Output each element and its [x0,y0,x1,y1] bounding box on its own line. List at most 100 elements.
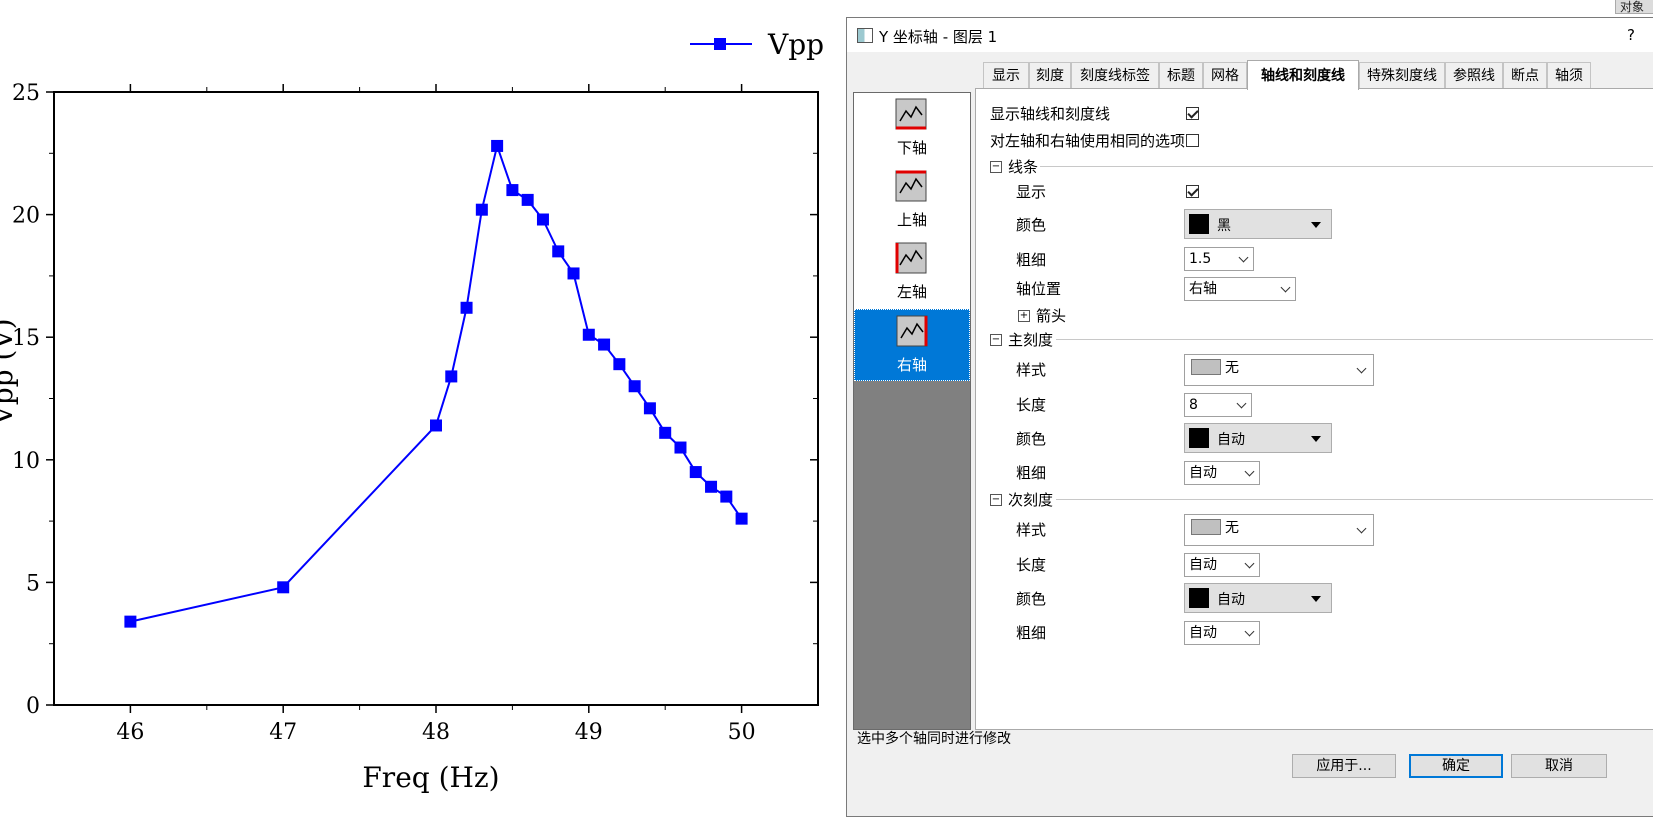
data-point [475,203,488,216]
data-point [521,193,534,206]
major-color-picker[interactable]: 自动 [1184,423,1332,453]
tab-tick-labels[interactable]: 刻度线标签 [1071,62,1159,88]
tab-line-and-ticks[interactable]: 轴线和刻度线 [1247,60,1359,90]
axis-item-top[interactable]: 上轴 [854,165,970,237]
chevron-down-icon [1244,626,1255,637]
bottom-axis-icon [895,98,927,130]
data-point [491,139,504,152]
ok-button[interactable]: 确定 [1409,754,1503,778]
axis-position-label: 轴位置 [1016,280,1062,298]
collapse-icon[interactable]: − [990,494,1002,506]
major-length-select[interactable]: 8 [1184,393,1252,417]
y-tick-label: 0 [26,694,40,719]
legend-marker [714,38,726,50]
tab-rug[interactable]: 轴须 [1547,62,1591,88]
y-tick-label: 25 [12,81,40,106]
minor-style-label: 样式 [1016,521,1047,539]
cancel-button[interactable]: 取消 [1511,754,1607,778]
line-color-picker[interactable]: 黑 [1184,209,1332,239]
group-divider [1056,339,1653,340]
tab-scale[interactable]: 刻度 [1029,62,1071,88]
data-point [705,480,718,493]
object-tab-fragment[interactable]: 对象 [1615,0,1653,14]
minor-width-select[interactable]: 自动 [1184,621,1260,645]
y-axis-label: Vpp (V) [0,318,19,426]
x-tick-label: 50 [728,720,756,745]
group-divider [1040,166,1653,167]
chevron-down-icon [1356,363,1367,374]
minor-width-value: 自动 [1189,625,1217,641]
minor-ticks-group-label: 次刻度 [1008,491,1054,509]
legend-label: Vpp [767,28,824,61]
data-point [536,213,549,226]
axis-position-select[interactable]: 右轴 [1184,277,1296,301]
tab-reference-lines[interactable]: 参照线 [1445,62,1503,88]
minor-length-select[interactable]: 自动 [1184,553,1260,577]
series-line-vpp [130,142,743,623]
data-point [735,512,748,525]
y-axis-dialog: Y 坐标轴 - 图层 1 ? 显示 刻度 刻度线标签 标题 网格 轴线和刻度线 … [846,17,1653,817]
collapse-icon[interactable]: − [990,161,1002,173]
chevron-down-icon [1280,282,1291,293]
y-tick-label: 5 [26,571,40,596]
data-point [124,615,137,628]
dropdown-arrow-icon [1311,436,1321,442]
minor-color-label: 颜色 [1016,590,1047,608]
axis-item-label: 上轴 [896,211,927,229]
show-axis-ticks-checkbox[interactable] [1186,107,1199,120]
show-axis-ticks-label: 显示轴线和刻度线 [990,105,1111,123]
group-divider [1056,499,1653,500]
top-axis-icon [895,170,927,202]
axis-ticks: 46 47 48 49 50 0 5 10 15 20 25 [12,81,818,745]
minor-length-label: 长度 [1016,556,1047,574]
axis-item-left[interactable]: 左轴 [854,237,970,309]
tab-grid[interactable]: 网格 [1203,62,1247,88]
tab-breaks[interactable]: 断点 [1503,62,1547,88]
left-axis-icon [895,242,927,274]
axis-item-right[interactable]: 右轴 [854,309,970,381]
minor-style-select[interactable]: 无 [1184,514,1374,546]
data-point [277,581,290,594]
major-width-value: 自动 [1189,465,1217,481]
major-style-label: 样式 [1016,361,1047,379]
major-style-select[interactable]: 无 [1184,354,1374,386]
tab-display[interactable]: 显示 [983,62,1029,88]
arrow-label: 箭头 [1036,307,1067,325]
same-options-checkbox[interactable] [1186,134,1199,147]
dropdown-arrow-icon [1311,222,1321,228]
data-point [689,466,702,479]
line-width-select[interactable]: 1.5 [1184,247,1254,271]
tab-title[interactable]: 标题 [1159,62,1203,88]
axis-item-label: 右轴 [896,356,927,374]
series-line-group [130,142,743,623]
data-point [567,267,580,280]
expand-icon[interactable]: + [1018,310,1030,322]
axis-item-label: 下轴 [896,139,927,157]
color-swatch [1189,588,1209,608]
x-axis-label: Freq (Hz) [362,761,499,794]
minor-width-label: 粗细 [1016,624,1047,642]
x-tick-label: 47 [269,720,297,745]
apply-to-button[interactable]: 应用于... [1292,754,1396,778]
axis-item-bottom[interactable]: 下轴 [854,93,970,165]
data-point [674,441,687,454]
minor-color-picker[interactable]: 自动 [1184,583,1332,613]
help-button[interactable]: ? [1627,26,1635,44]
line-show-label: 显示 [1016,183,1047,201]
line-width-label: 粗细 [1016,251,1047,269]
style-swatch [1191,519,1221,535]
data-point [720,490,733,503]
data-point [445,370,458,383]
color-swatch [1189,214,1209,234]
major-color-label: 颜色 [1016,430,1047,448]
chevron-down-icon [1356,523,1367,534]
chevron-down-icon [1236,398,1247,409]
major-ticks-group-label: 主刻度 [1008,331,1054,349]
tab-special-ticks[interactable]: 特殊刻度线 [1359,62,1445,88]
line-show-checkbox[interactable] [1186,185,1199,198]
collapse-icon[interactable]: − [990,334,1002,346]
major-width-select[interactable]: 自动 [1184,461,1260,485]
chevron-down-icon [1238,252,1249,263]
dialog-title: Y 坐标轴 - 图层 1 [879,28,998,46]
minor-length-value: 自动 [1189,557,1217,573]
